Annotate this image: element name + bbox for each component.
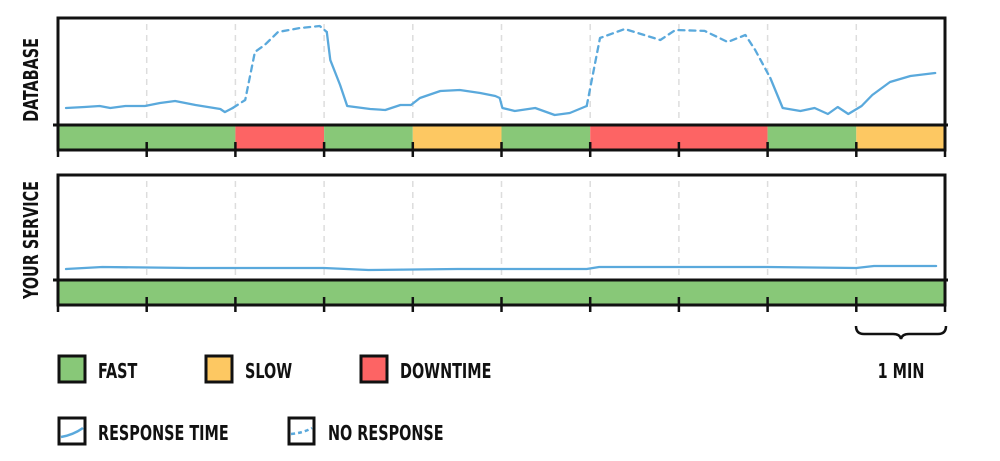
status-segment-downtime xyxy=(235,125,325,150)
legend-label-response-time: RESPONSE TIME xyxy=(98,422,229,445)
legend-swatch-no-response xyxy=(287,416,316,446)
series-line-response-time xyxy=(64,99,234,114)
legend-swatch-response-time xyxy=(57,416,87,446)
status-segment-fast xyxy=(501,125,591,150)
status-segment-fast xyxy=(324,125,413,150)
legend-line-no-response xyxy=(290,426,313,436)
panel-title-database: DATABASE xyxy=(20,38,43,122)
legend-swatch-slow xyxy=(204,354,234,384)
legend-label-downtime: DOWNTIME xyxy=(400,360,491,383)
legend: FAST SLOW DOWNTIME RESPONSE TIME NO RESP… xyxy=(57,354,491,446)
scale-brace xyxy=(854,325,948,340)
series-line-response-time xyxy=(325,30,588,117)
scale-label: 1 MIN xyxy=(878,360,925,383)
legend-swatch-downtime xyxy=(359,354,389,384)
series-line-response-time xyxy=(769,71,937,116)
legend-label-no-response: NO RESPONSE xyxy=(328,422,444,445)
series-line-response-time xyxy=(64,264,938,272)
status-segment-slow xyxy=(412,125,502,150)
panel-title-your-service: YOUR SERVICE xyxy=(20,181,43,300)
legend-label-fast: FAST xyxy=(98,360,138,383)
legend-line-response-time xyxy=(60,426,84,439)
series-line-no-response xyxy=(231,24,328,110)
status-segment-slow xyxy=(856,125,945,150)
series-line-no-response xyxy=(585,27,772,108)
status-segment-fast xyxy=(767,125,857,150)
legend-label-slow: SLOW xyxy=(245,360,292,383)
legend-swatch-fast xyxy=(57,354,87,384)
